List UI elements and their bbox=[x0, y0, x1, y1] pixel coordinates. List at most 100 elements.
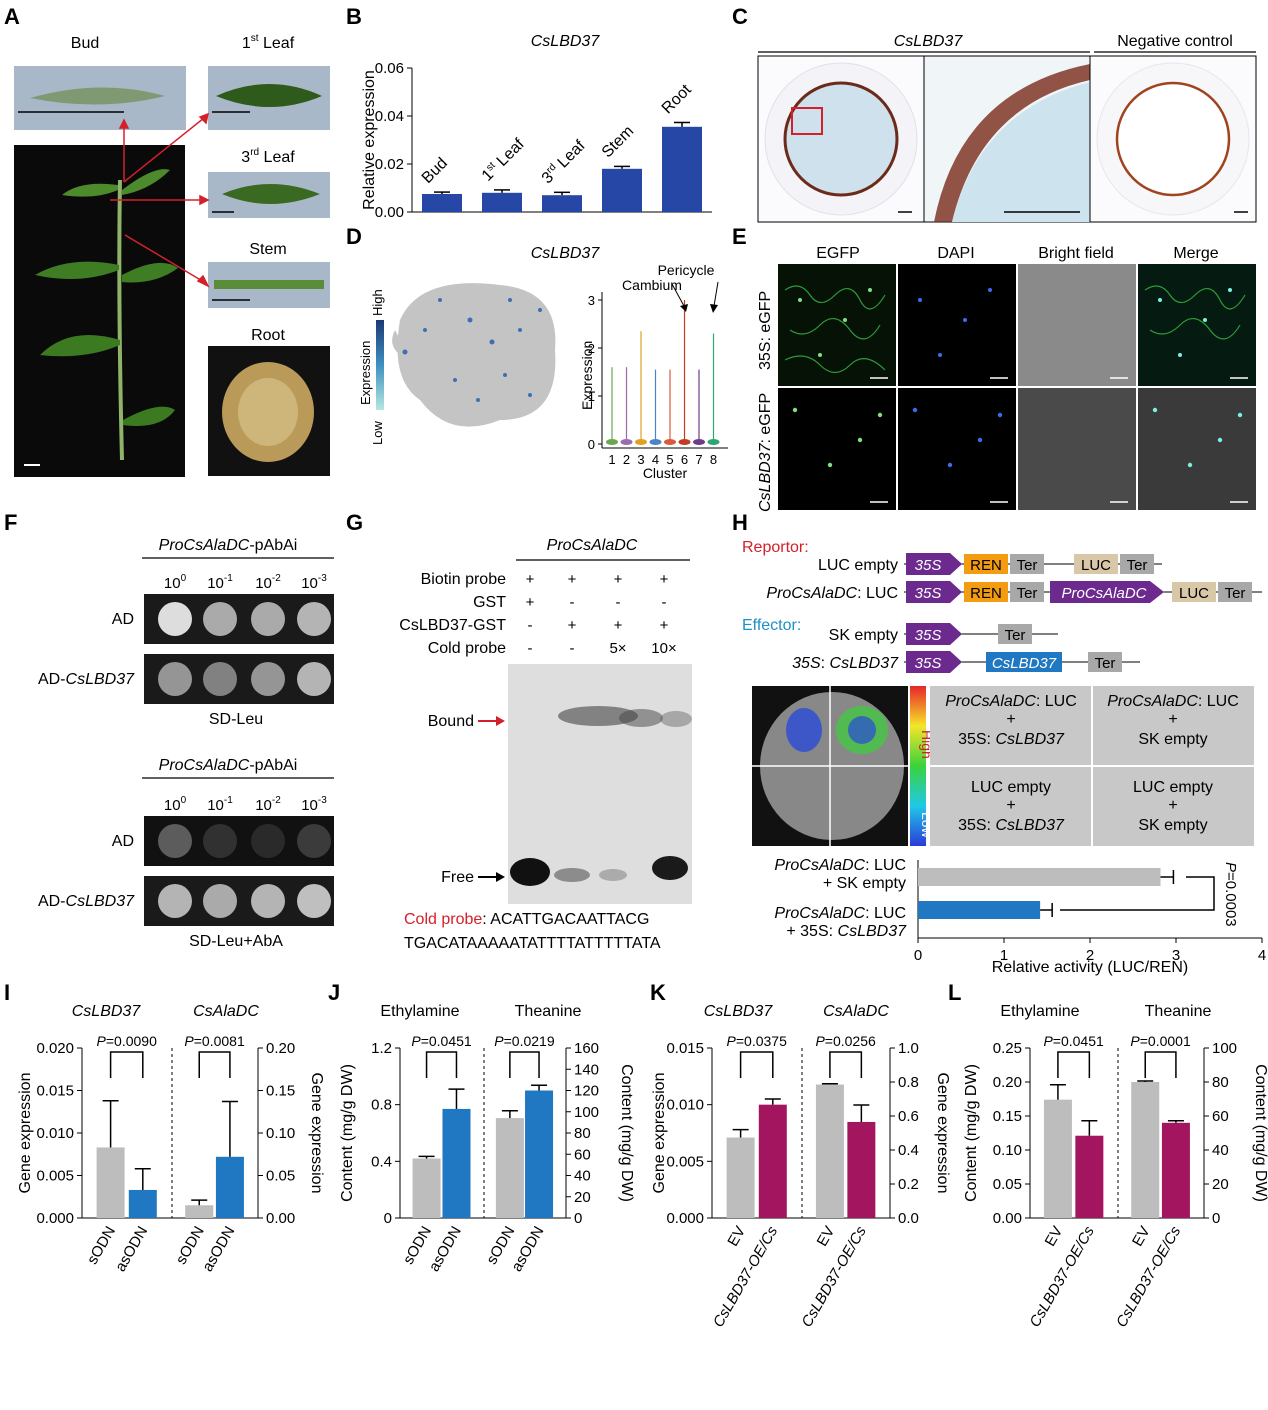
panel-letters: A B C D E F G H I J K L bbox=[4, 4, 961, 1005]
cluster-tick-label: 5 bbox=[666, 452, 673, 467]
yeast-spot bbox=[297, 824, 331, 858]
grid-line-2: + bbox=[1168, 711, 1177, 728]
dapi-image-2 bbox=[898, 388, 1016, 510]
merge-image-2 bbox=[1138, 388, 1256, 510]
panel-letter-e: E bbox=[732, 224, 747, 249]
right-ytick-label: 0.00 bbox=[266, 1210, 295, 1227]
b-category-label: Stem bbox=[599, 123, 637, 161]
panel-h: Reportor: LUC empty ProCsAlaDC: LUC Effe… bbox=[742, 539, 1262, 846]
p: P bbox=[97, 1033, 107, 1049]
p: P bbox=[411, 1033, 421, 1049]
pval: =0.0081 bbox=[194, 1033, 245, 1049]
cell-outlines bbox=[784, 285, 886, 374]
bar bbox=[1043, 1099, 1072, 1218]
panel-letter-f: F bbox=[4, 510, 17, 535]
cluster-tick-label: 1 bbox=[608, 452, 615, 467]
panel-c: CsLBD37 Negative control bbox=[757, 33, 1257, 223]
cluster-tick-label: 3 bbox=[637, 452, 644, 467]
h-significance-bracket bbox=[1060, 876, 1215, 911]
h-constructs: 35S REN Ter LUC Ter 35S REN Ter ProCsAla… bbox=[904, 553, 1262, 673]
violin-base bbox=[678, 439, 691, 445]
box-luc-label: LUC bbox=[1179, 585, 1209, 602]
box-ter-label: Ter bbox=[1017, 585, 1038, 602]
panel-e: EGFP DAPI Bright field Merge 35S: eGFP C… bbox=[757, 245, 1256, 512]
box-luc bbox=[1172, 582, 1216, 602]
dilution-label: 10-2 bbox=[255, 795, 281, 814]
panel-letter-j: J bbox=[328, 980, 340, 1005]
bar bbox=[185, 1205, 214, 1218]
yeast-spot bbox=[203, 824, 237, 858]
panel-a: Bud 1st Leaf 3rd Leaf Stem Root bbox=[14, 33, 330, 477]
dilution-label: 10-3 bbox=[301, 573, 327, 592]
dilution-base: 10 bbox=[164, 575, 181, 592]
significance-bracket bbox=[425, 1051, 458, 1078]
box-35s-label: 35S bbox=[915, 585, 942, 602]
left-ylabel: Content (mg/g DW) bbox=[963, 1064, 980, 1202]
p: P bbox=[184, 1033, 194, 1049]
e-col-dapi: DAPI bbox=[937, 245, 974, 262]
grid-line-1: LUC empty bbox=[1133, 779, 1213, 796]
panel-letter-l: L bbox=[948, 980, 961, 1005]
promoter: ProCsAlaDC bbox=[774, 905, 865, 922]
gene: CsLBD37 bbox=[995, 817, 1065, 834]
g-row-label: Biotin probe bbox=[421, 571, 506, 588]
cambium-arrow bbox=[671, 283, 685, 307]
pval: =0.0090 bbox=[106, 1033, 157, 1049]
f-colonies bbox=[158, 602, 331, 918]
box-ter-label: Ter bbox=[1127, 557, 1148, 574]
right-ytick-label: 0 bbox=[1212, 1210, 1220, 1227]
gene: CsLBD37 bbox=[838, 923, 908, 940]
promoter: 35S: bbox=[958, 817, 995, 834]
significance-bracket bbox=[1144, 1051, 1177, 1078]
egfp-image-2 bbox=[778, 388, 896, 510]
right-ylabel: Gene expression bbox=[308, 1073, 325, 1194]
dilution-label: 10-1 bbox=[207, 795, 233, 814]
panel-letter-d: D bbox=[346, 224, 362, 249]
h-pvalue: P=0.0003 bbox=[1222, 862, 1239, 927]
arrowhead bbox=[680, 304, 688, 312]
dilution-label: 10-2 bbox=[255, 573, 281, 592]
dilution-exp: -1 bbox=[224, 795, 233, 806]
yeast-spot bbox=[203, 602, 237, 636]
left-ytick-label: 0.005 bbox=[666, 1153, 704, 1170]
dilution-exp: -2 bbox=[272, 573, 281, 584]
g-cell: + bbox=[660, 571, 669, 588]
bar bbox=[412, 1158, 441, 1218]
left-ylabel: Content (mg/g DW) bbox=[339, 1064, 356, 1202]
b-ytick-label: 0.04 bbox=[375, 108, 404, 125]
right-ytick-label: 0.05 bbox=[266, 1168, 295, 1185]
panel-c-negative-label: Negative control bbox=[1117, 33, 1233, 50]
right-ytick-label: 100 bbox=[1212, 1040, 1237, 1057]
significance-bracket bbox=[509, 1051, 540, 1078]
zoom-box bbox=[791, 107, 823, 135]
f-construct-1: ProCsAlaDC-pAbAi bbox=[159, 537, 298, 554]
violin-base bbox=[606, 439, 618, 445]
bar bbox=[525, 1090, 554, 1218]
right-ylabel: Content (mg/g DW) bbox=[618, 1064, 635, 1202]
f-medium-2: SD-Leu+AbA bbox=[189, 933, 283, 950]
box-ter-label: Ter bbox=[1225, 585, 1246, 602]
p: P bbox=[727, 1033, 737, 1049]
bar bbox=[726, 1137, 755, 1218]
label-leaf1: 1st Leaf bbox=[242, 33, 295, 52]
box-ter bbox=[1010, 554, 1044, 574]
pvalue: P=0.0081 bbox=[184, 1033, 245, 1049]
category-label: EV bbox=[814, 1224, 839, 1250]
bright-image-2 bbox=[1018, 388, 1136, 510]
section-stele bbox=[783, 81, 899, 197]
grid-line-3: SK empty bbox=[1138, 731, 1207, 748]
b-bar bbox=[662, 126, 702, 212]
g-free-label: Free bbox=[441, 869, 474, 886]
f-row-label: AD-CsLBD37 bbox=[38, 671, 135, 688]
grid-line-3: SK empty bbox=[1138, 817, 1207, 834]
plant-leaf bbox=[35, 261, 119, 279]
f-dilutions-1: 100 10-1 10-2 10-3 bbox=[164, 573, 327, 592]
right-ytick-label: 60 bbox=[1212, 1108, 1229, 1125]
yeast-spot bbox=[158, 824, 192, 858]
right-ytick-label: 80 bbox=[1212, 1074, 1229, 1091]
ad-gene: CsLBD37 bbox=[66, 893, 136, 910]
pvalue: P=0.0451 bbox=[1043, 1033, 1104, 1049]
stem-shape bbox=[214, 280, 324, 289]
h-grid-text: ProCsAlaDC: LUC+35S: CsLBD37ProCsAlaDC: … bbox=[945, 693, 1239, 834]
